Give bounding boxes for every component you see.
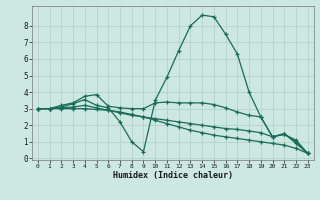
X-axis label: Humidex (Indice chaleur): Humidex (Indice chaleur) [113, 171, 233, 180]
